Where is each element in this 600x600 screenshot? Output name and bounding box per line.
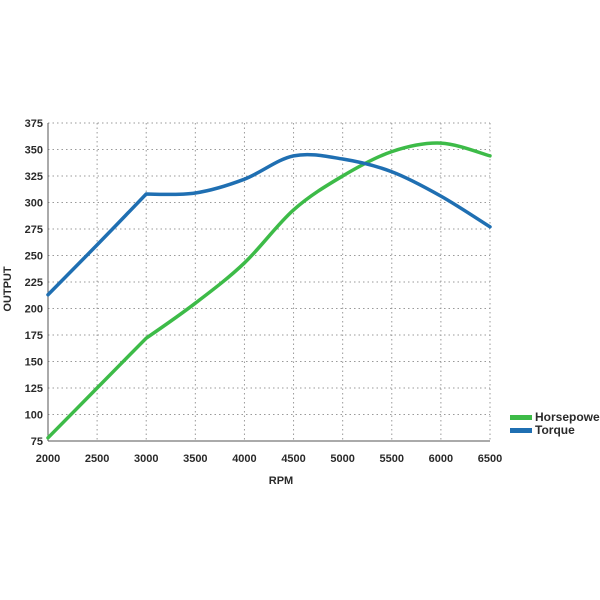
y-tick-label: 325 <box>25 171 43 183</box>
horsepower-legend-swatch <box>510 415 532 420</box>
y-tick-label: 200 <box>25 304 43 316</box>
y-tick-label: 225 <box>25 277 43 289</box>
y-tick-label: 125 <box>25 383 43 395</box>
x-tick-label: 2500 <box>85 453 109 465</box>
x-tick-label: 3000 <box>134 453 158 465</box>
y-tick-label: 150 <box>25 357 43 369</box>
torque-line <box>46 152 492 297</box>
x-tick-label: 5500 <box>380 453 404 465</box>
horsepower-legend-label: Horsepower <box>535 410 600 424</box>
axes: 2000 2500 3000 3500 4000 4500 5000 5500 6000 6500… <box>2 118 502 487</box>
y-tick-label: 100 <box>25 410 43 422</box>
x-tick-label: 5000 <box>330 453 354 465</box>
x-tick-label: 3500 <box>183 453 207 465</box>
y-axis-title: OUTPUT <box>2 266 14 312</box>
y-tick-label: 175 <box>25 330 43 342</box>
x-tick-label: 4000 <box>232 453 256 465</box>
y-tick-label: 300 <box>25 198 43 210</box>
y-tick-label: 375 <box>25 118 43 130</box>
x-tick-label: 6500 <box>478 453 502 465</box>
y-tick-label: 275 <box>25 224 43 236</box>
horsepower-line <box>46 141 492 440</box>
y-tick-label: 75 <box>31 436 43 448</box>
torque-legend-swatch <box>510 428 532 433</box>
x-tick-label: 4500 <box>281 453 305 465</box>
y-tick-label: 350 <box>25 145 43 157</box>
series-lines <box>46 141 492 440</box>
torque-legend-label: Torque <box>535 423 575 437</box>
x-tick-label: 6000 <box>429 453 453 465</box>
grid <box>48 122 491 441</box>
x-axis-title: RPM <box>269 475 293 487</box>
y-tick-label: 250 <box>25 251 43 263</box>
x-tick-label: 2000 <box>36 453 60 465</box>
